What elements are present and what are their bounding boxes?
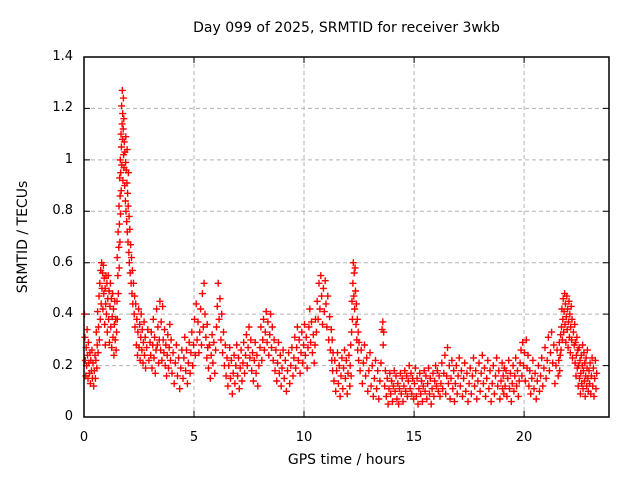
y-tick-label-0.6: 0.6 <box>52 255 73 270</box>
x-tick-label-0: 0 <box>79 430 89 445</box>
x-tick-label-15: 15 <box>405 430 423 445</box>
grid-lines <box>84 57 609 417</box>
y-tick-label-1.2: 1.2 <box>52 100 73 115</box>
plot-border <box>83 56 610 418</box>
y-axis-label: SRMTID / TECUs <box>15 180 31 294</box>
x-tick-label-10: 10 <box>295 430 313 445</box>
y-tick-label-1.4: 1.4 <box>52 49 73 64</box>
x-axis-label: GPS time / hours <box>287 452 406 468</box>
x-tick-label-5: 5 <box>189 430 199 445</box>
y-tick-label-0: 0 <box>64 409 73 424</box>
data-points <box>80 86 601 408</box>
y-tick-label-0.2: 0.2 <box>52 358 73 373</box>
y-tick-label-0.8: 0.8 <box>52 203 73 218</box>
y-tick-label-0.4: 0.4 <box>52 306 73 321</box>
y-tick-label-1: 1 <box>64 152 73 167</box>
chart-title: Day 099 of 2025, SRMTID for receiver 3wk… <box>193 20 500 36</box>
x-tick-label-20: 20 <box>515 430 533 445</box>
